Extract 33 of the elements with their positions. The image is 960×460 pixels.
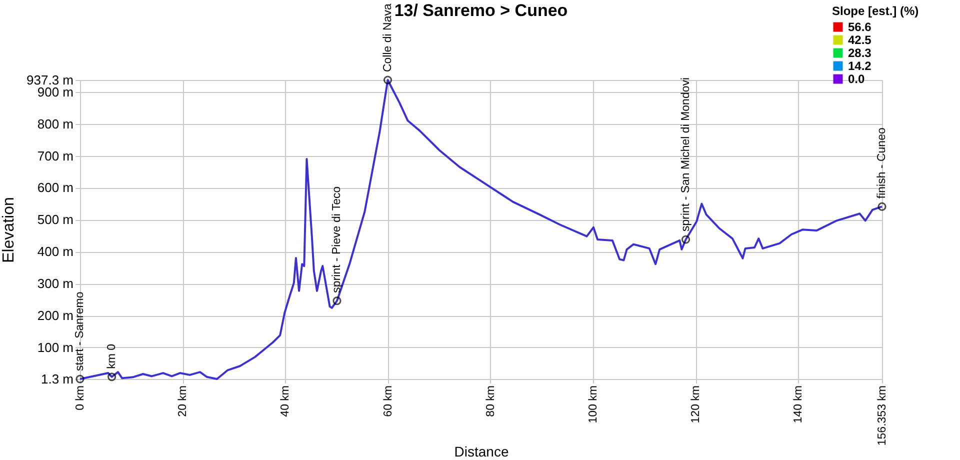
y-tick-label: 600 m	[37, 180, 74, 196]
x-tick-label: 80 km	[484, 386, 497, 417]
x-tick-label: 20 km	[177, 386, 190, 417]
y-tick-label: 1.3 m	[40, 372, 74, 386]
y-tick-label: 400 m	[37, 244, 74, 260]
y-tick-label: 800 m	[37, 116, 74, 132]
x-axis-title: Distance	[454, 444, 509, 460]
x-tick-label: 100 km	[587, 386, 600, 424]
y-tick-label: 700 m	[37, 148, 74, 164]
annotation: Colle di Nava	[382, 3, 394, 72]
x-tick-label: 40 km	[280, 386, 292, 417]
y-tick-label: 100 m	[37, 340, 74, 355]
annotation: finish - Cuneo	[876, 128, 888, 199]
chart-title: 13/ Sanremo > Cuneo	[394, 1, 568, 20]
color-bar-label: 0.0	[848, 72, 866, 86]
y-axis-title: Elevation	[0, 197, 18, 263]
color-bar-label: 56.6	[848, 20, 872, 34]
annotation: sprint - San Michel di Mondovi	[680, 77, 692, 232]
annotation: start - Sanremo	[74, 292, 86, 371]
annotation: sprint - Pieve di Teco	[330, 186, 343, 293]
y-tick-label: 300 m	[37, 276, 74, 292]
x-tick-label: 140 km	[792, 386, 805, 424]
annotation: km 0	[106, 344, 118, 369]
x-tick-label: 156.353 km	[876, 386, 888, 446]
color-bar-label: 14.2	[848, 59, 872, 73]
x-tick-label: 60 km	[382, 386, 394, 417]
color-bar-label: 28.3	[848, 46, 872, 60]
y-tick-label: 500 m	[37, 212, 74, 228]
x-tick-label: 0 km	[74, 386, 86, 410]
color-bar-title: Slope [est.] (%)	[832, 4, 919, 18]
color-bar-label: 42.5	[848, 33, 872, 47]
y-tick-label: 200 m	[37, 308, 74, 324]
x-tick-label: 120 km	[690, 386, 702, 424]
